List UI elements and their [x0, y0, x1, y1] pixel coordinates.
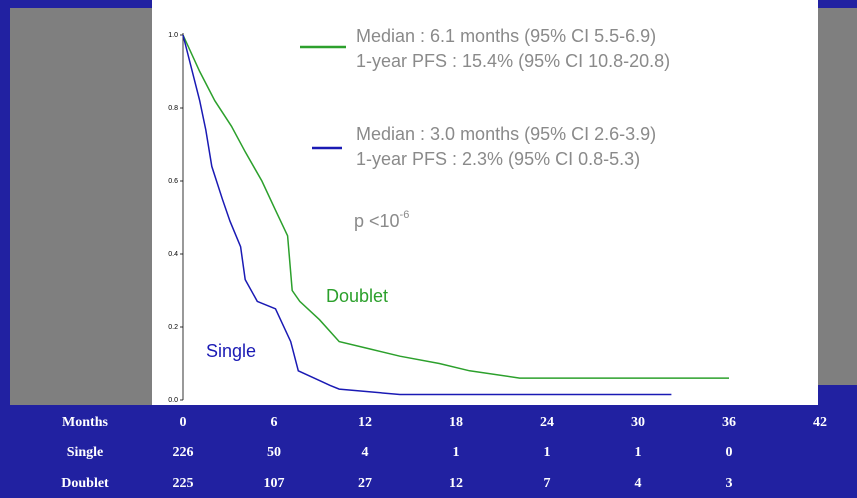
legend-text: 1-year PFS : 15.4% (95% CI 10.8-20.8): [356, 51, 670, 71]
at-risk-count: 7: [544, 476, 551, 491]
x-tick-label: 42: [813, 415, 827, 430]
chart-panel: [152, 0, 818, 405]
survival-curve: [182, 34, 729, 379]
y-tick-label: 0.2: [168, 324, 178, 331]
at-risk-count: 226: [173, 445, 194, 460]
y-tick-label: 0.0: [168, 397, 178, 404]
y-tick-label: 0.4: [168, 251, 178, 258]
table-row-label: Doublet: [61, 476, 109, 491]
at-risk-count: 0: [726, 445, 733, 460]
y-tick-label: 0.8: [168, 105, 178, 112]
p-value: p <10-6: [354, 209, 409, 231]
at-risk-count: 4: [635, 476, 642, 491]
x-tick-label: 12: [358, 415, 372, 430]
p-exponent: -6: [400, 209, 410, 221]
x-tick-label: 30: [631, 415, 645, 430]
survival-curve: [182, 34, 672, 396]
legend-text: Median : 6.1 months (95% CI 5.5-6.9): [356, 26, 656, 46]
curve-label: Doublet: [326, 286, 388, 306]
y-tick-label: 0.6: [168, 178, 178, 185]
legend-text: 1-year PFS : 2.3% (95% CI 0.8-5.3): [356, 149, 640, 169]
left-panel: [10, 8, 152, 405]
at-risk-count: 27: [358, 476, 372, 491]
legend-text: Median : 3.0 months (95% CI 2.6-3.9): [356, 124, 656, 144]
at-risk-count: 4: [362, 445, 369, 460]
at-risk-count: 1: [544, 445, 551, 460]
at-risk-count: 107: [264, 476, 285, 491]
at-risk-count: 225: [173, 476, 194, 491]
table-header: Months: [62, 415, 108, 430]
at-risk-count: 50: [267, 445, 281, 460]
at-risk-count: 1: [635, 445, 642, 460]
at-risk-count: 12: [449, 476, 463, 491]
curve-label: Single: [206, 341, 256, 361]
x-tick-label: 36: [722, 415, 736, 430]
x-tick-label: 24: [540, 415, 554, 430]
x-tick-label: 0: [180, 415, 187, 430]
x-tick-label: 6: [271, 415, 278, 430]
at-risk-count: 3: [726, 476, 733, 491]
table-row-label: Single: [67, 445, 104, 460]
y-tick-label: 1.0: [168, 32, 178, 39]
x-tick-label: 18: [449, 415, 463, 430]
right-panel: [818, 8, 857, 385]
at-risk-count: 1: [453, 445, 460, 460]
p-text: p <10: [354, 211, 400, 231]
